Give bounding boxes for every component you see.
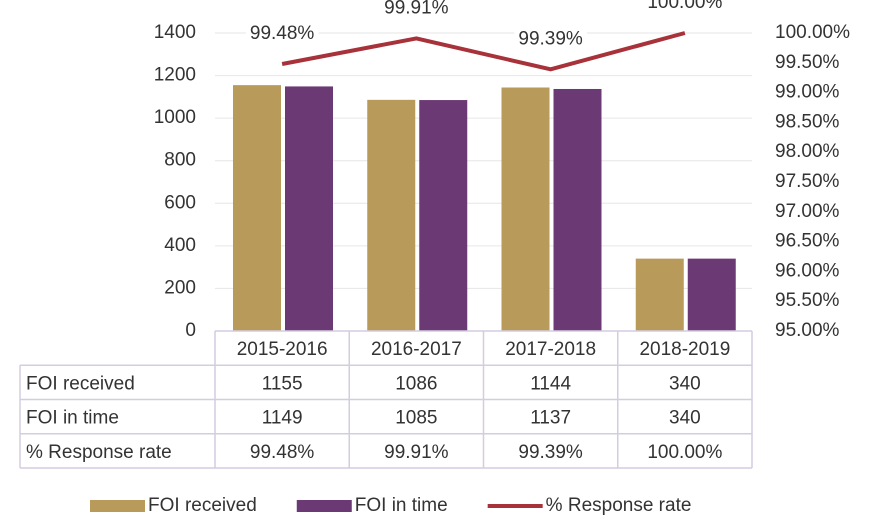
table-cell: 1149 [262,408,303,429]
label-bg [643,0,727,14]
y-tick-label: 600 [164,192,196,213]
table-cell: 340 [669,373,701,394]
y2-tick-label: 95.00% [775,320,840,341]
y2-tick-label: 97.50% [775,171,840,192]
table-cell: 100.00% [647,442,722,463]
y2-tick-label: 95.50% [775,290,840,311]
data-label: 99.39% [518,28,583,49]
bar [553,88,602,331]
y2-tick-label: 99.50% [775,52,840,73]
table-row-label: % Response rate [26,442,172,463]
table-cell: 99.48% [250,442,315,463]
x-tick-label: 2015-2016 [237,339,328,360]
y-tick-label: 800 [164,150,196,171]
data-label: 99.48% [250,23,315,44]
table-row-label: FOI in time [26,408,119,429]
table-row-label: FOI received [26,373,135,394]
y-tick-label: 1000 [154,107,196,128]
label-bg [514,28,587,50]
table-cell: 1137 [530,408,571,429]
bar [687,258,736,331]
line-series [281,31,686,72]
label-bg [245,23,319,45]
legend-label: % Response rate [546,495,692,516]
x-tick-label: 2017-2018 [505,339,596,360]
table-cell: 1086 [395,373,437,394]
data-label: 100.00% [647,0,722,13]
y2-tick-label: 96.00% [775,260,840,281]
y-tick-label: 1400 [154,22,196,43]
bar [285,86,333,331]
legend-label: FOI received [148,495,257,516]
y2-tick-label: 97.00% [775,201,840,222]
table-cell: 99.39% [518,442,583,463]
x-tick-label: 2016-2017 [371,339,462,360]
legend-swatch [90,500,145,512]
table-cell: 1155 [262,373,303,394]
y-tick-label: 400 [164,235,196,256]
x-tick-label: 2018-2019 [639,339,730,360]
y2-tick-label: 98.00% [775,141,840,162]
y2-tick-label: 99.00% [775,82,840,103]
bar [635,258,684,331]
bar [233,85,281,332]
legend-label: FOI in time [355,495,448,516]
label-bg [380,0,453,19]
bar [501,87,550,332]
table-cell: 1144 [530,373,571,394]
legend-swatch [296,500,352,512]
y-tick-label: 200 [164,277,196,298]
table-cell: 1085 [395,408,437,429]
y2-tick-label: 96.50% [775,231,840,252]
bar [367,99,416,331]
data-label: 99.91% [384,0,449,18]
bar [419,100,468,331]
y2-tick-label: 98.50% [775,111,840,132]
y-tick-label: 0 [185,320,196,341]
table-cell: 99.91% [384,442,449,463]
table-cell: 340 [669,408,701,429]
y-tick-label: 1200 [154,65,196,86]
y2-tick-label: 100.00% [775,22,850,43]
